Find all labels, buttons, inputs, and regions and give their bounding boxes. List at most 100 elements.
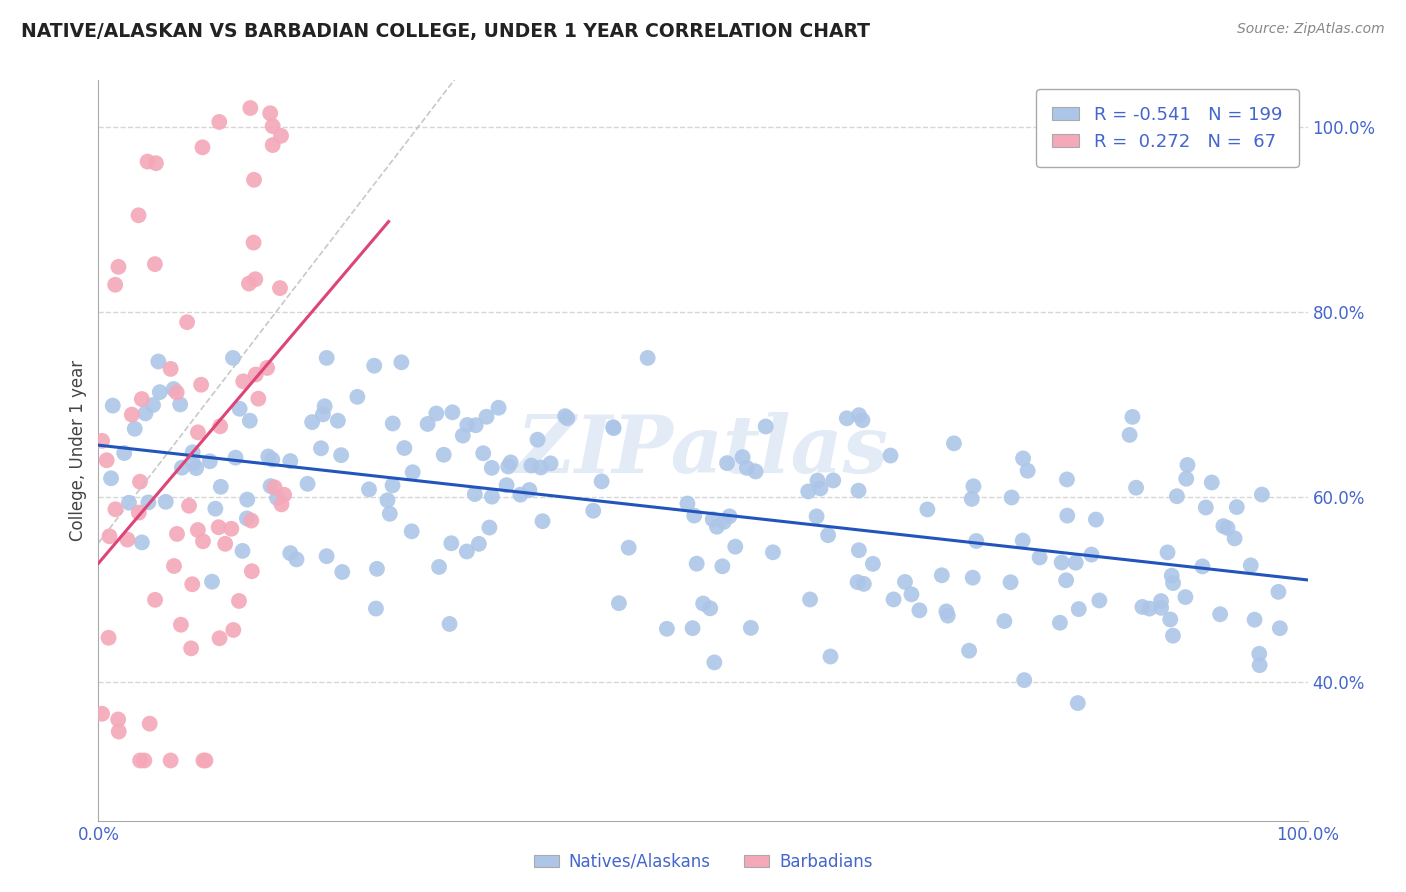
- Point: [817, 528, 839, 542]
- Point: [1067, 602, 1090, 616]
- Point: [194, 754, 217, 768]
- Point: [1150, 594, 1173, 608]
- Point: [488, 401, 510, 415]
- Point: [676, 497, 699, 511]
- Point: [1000, 575, 1022, 590]
- Point: [228, 401, 250, 416]
- Point: [602, 420, 624, 434]
- Point: [208, 632, 231, 646]
- Point: [1267, 585, 1289, 599]
- Point: [364, 601, 387, 615]
- Point: [240, 564, 263, 578]
- Point: [243, 173, 266, 187]
- Point: [148, 354, 170, 368]
- Point: [1049, 615, 1071, 630]
- Point: [100, 471, 122, 485]
- Point: [1067, 696, 1090, 710]
- Point: [935, 604, 957, 618]
- Legend: R = -0.541   N = 199, R =  0.272   N =  67: R = -0.541 N = 199, R = 0.272 N = 67: [1036, 89, 1299, 167]
- Point: [232, 375, 254, 389]
- Point: [209, 419, 232, 434]
- Point: [225, 450, 247, 465]
- Point: [848, 543, 870, 558]
- Point: [1088, 593, 1111, 607]
- Point: [269, 281, 291, 295]
- Point: [957, 644, 980, 658]
- Point: [228, 594, 250, 608]
- Point: [702, 512, 724, 526]
- Point: [744, 465, 766, 479]
- Point: [180, 641, 202, 656]
- Point: [259, 106, 281, 120]
- Point: [1201, 475, 1223, 490]
- Point: [731, 450, 754, 464]
- Point: [138, 495, 160, 509]
- Point: [1121, 409, 1143, 424]
- Point: [1240, 558, 1263, 573]
- Point: [894, 574, 917, 589]
- Point: [1223, 532, 1246, 546]
- Point: [201, 574, 224, 589]
- Point: [142, 398, 165, 412]
- Point: [270, 128, 292, 143]
- Point: [1177, 458, 1199, 472]
- Point: [703, 656, 725, 670]
- Point: [1118, 428, 1140, 442]
- Point: [718, 509, 741, 524]
- Text: Source: ZipAtlas.com: Source: ZipAtlas.com: [1237, 22, 1385, 37]
- Point: [1064, 556, 1087, 570]
- Point: [1243, 613, 1265, 627]
- Point: [193, 754, 215, 768]
- Point: [711, 559, 734, 574]
- Point: [1161, 629, 1184, 643]
- Point: [159, 362, 181, 376]
- Point: [1156, 545, 1178, 559]
- Point: [259, 479, 281, 493]
- Point: [637, 351, 659, 365]
- Point: [262, 119, 284, 133]
- Point: [273, 488, 295, 502]
- Point: [806, 474, 828, 488]
- Point: [554, 409, 576, 424]
- Point: [883, 592, 905, 607]
- Point: [456, 544, 478, 558]
- Point: [848, 483, 870, 498]
- Point: [128, 208, 150, 222]
- Point: [222, 351, 245, 365]
- Point: [1028, 550, 1050, 565]
- Point: [806, 509, 828, 524]
- Point: [187, 425, 209, 440]
- Point: [1132, 599, 1154, 614]
- Point: [557, 411, 579, 425]
- Point: [134, 754, 156, 768]
- Point: [238, 277, 260, 291]
- Point: [962, 479, 984, 493]
- Point: [198, 454, 221, 468]
- Point: [239, 101, 262, 115]
- Point: [797, 484, 820, 499]
- Point: [441, 405, 464, 419]
- Point: [425, 407, 447, 421]
- Point: [240, 514, 263, 528]
- Point: [363, 359, 385, 373]
- Point: [456, 417, 478, 432]
- Point: [1212, 519, 1234, 533]
- Point: [1191, 559, 1213, 574]
- Point: [472, 446, 495, 460]
- Point: [104, 277, 127, 292]
- Point: [263, 480, 285, 494]
- Point: [1011, 533, 1033, 548]
- Point: [724, 540, 747, 554]
- Point: [846, 575, 869, 590]
- Point: [402, 465, 425, 479]
- Point: [852, 577, 875, 591]
- Point: [481, 490, 503, 504]
- Point: [330, 448, 353, 462]
- Point: [495, 478, 517, 492]
- Point: [129, 754, 152, 768]
- Point: [1125, 481, 1147, 495]
- Point: [1080, 548, 1102, 562]
- Point: [908, 603, 931, 617]
- Point: [931, 568, 953, 582]
- Point: [214, 537, 236, 551]
